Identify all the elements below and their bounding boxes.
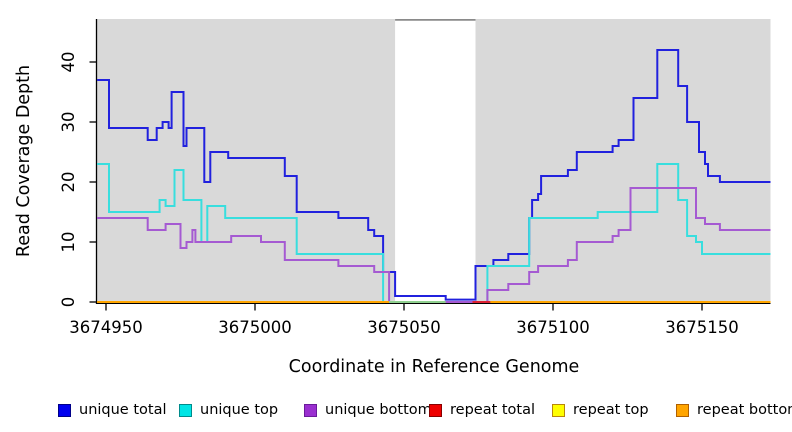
legend-swatch-unique-bottom [304, 403, 317, 417]
x-tick-label: 3675100 [516, 318, 590, 337]
series-unique-total [97, 49, 771, 301]
legend-item-unique-bottom: unique bottom [304, 399, 432, 421]
legend-label: repeat top [573, 402, 649, 418]
legend-swatch-repeat-total [429, 403, 442, 417]
y-tick-label: 30 [59, 112, 78, 133]
legend-label: repeat bottom [697, 402, 792, 418]
x-tick-label: 3674950 [69, 318, 143, 337]
y-tick-label: 10 [59, 232, 78, 253]
y-axis-title: Read Coverage Depth [14, 64, 34, 258]
legend-item-repeat-bottom: repeat bottom [676, 399, 792, 421]
legend-swatch-unique-total [58, 403, 71, 417]
legend-item-unique-top: unique top [179, 399, 278, 421]
series-unique-top [97, 163, 771, 303]
legend-item-repeat-total: repeat total [429, 399, 535, 421]
y-tick-label: 40 [59, 52, 78, 73]
legend-label: unique bottom [325, 402, 432, 418]
x-tick-label: 3675050 [367, 318, 441, 337]
legend-item-unique-total: unique total [58, 399, 167, 421]
x-tick-label: 3675150 [665, 318, 739, 337]
x-axis-title: Coordinate in Reference Genome [288, 357, 580, 377]
y-tick-label: 0 [59, 297, 78, 308]
legend-item-repeat-top: repeat top [552, 399, 649, 421]
y-tick-label: 20 [59, 172, 78, 193]
legend: unique total unique top unique bottom re… [0, 399, 792, 423]
legend-label: repeat total [450, 402, 536, 418]
legend-swatch-unique-top [179, 403, 192, 417]
mask-band [395, 19, 476, 303]
legend-label: unique top [200, 402, 279, 418]
legend-label: unique total [79, 402, 167, 418]
legend-swatch-repeat-bottom [676, 403, 689, 417]
legend-swatch-repeat-top [552, 403, 565, 417]
x-tick-label: 3675000 [218, 318, 292, 337]
